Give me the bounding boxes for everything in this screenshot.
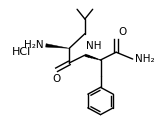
Text: O: O (52, 74, 61, 84)
Text: NH: NH (86, 41, 101, 51)
Text: H₂N: H₂N (24, 40, 44, 50)
Text: O: O (118, 27, 126, 37)
Text: HCl: HCl (12, 47, 31, 57)
Text: NH₂: NH₂ (135, 54, 154, 64)
Polygon shape (46, 44, 69, 48)
